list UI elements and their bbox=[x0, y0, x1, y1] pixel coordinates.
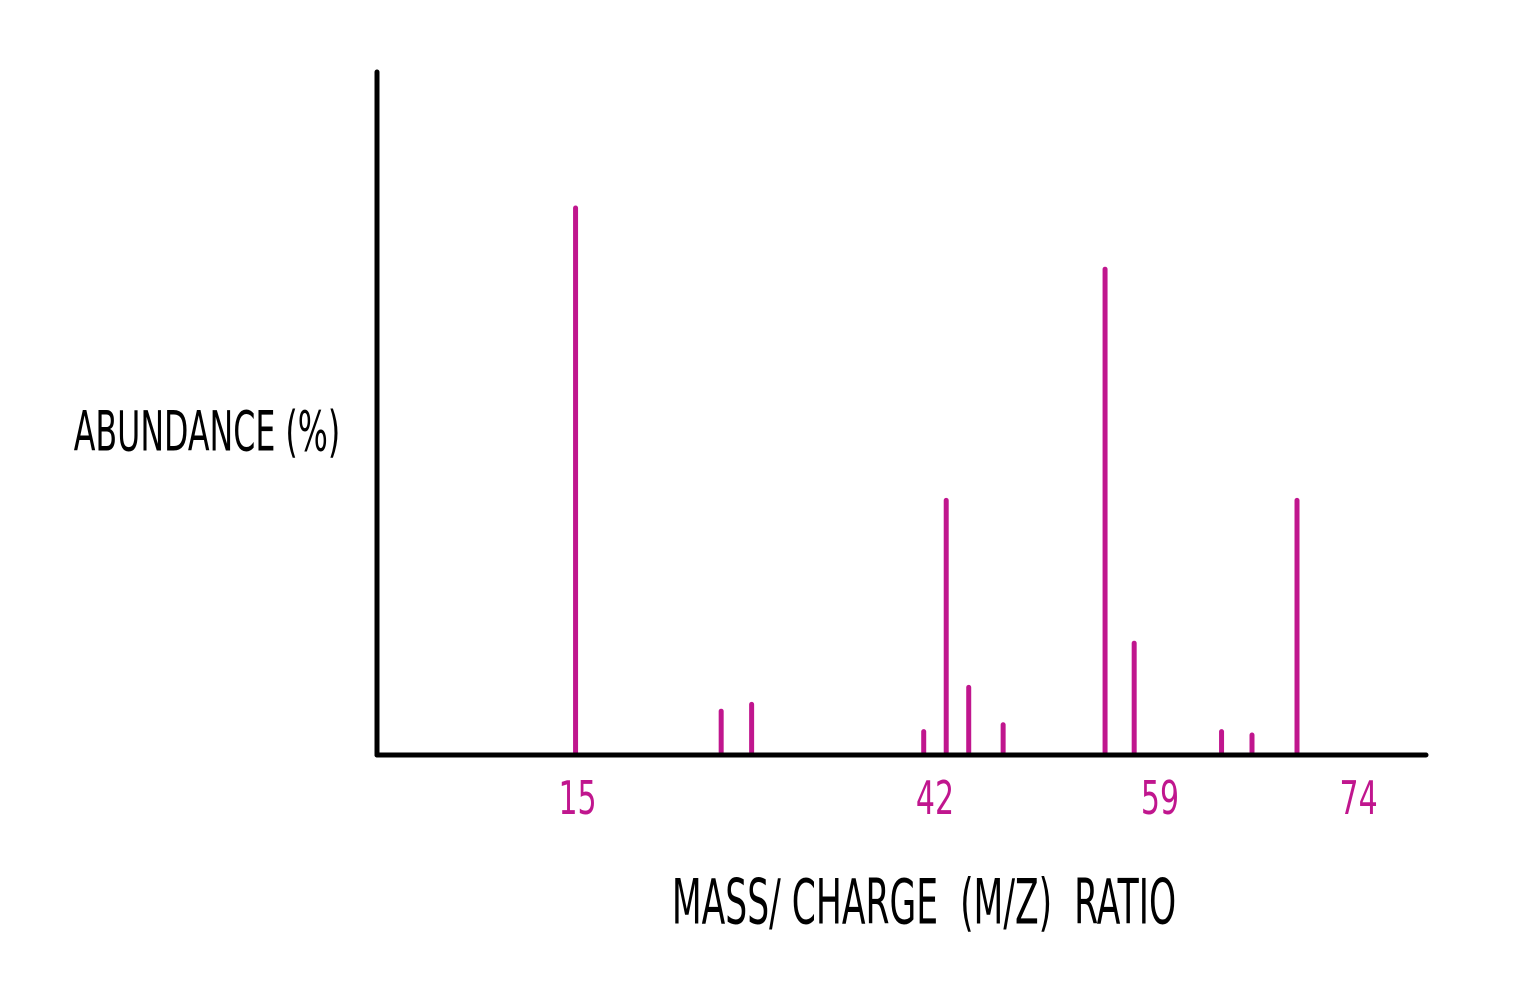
y-axis-title: ABUNDANCE (%) bbox=[74, 399, 340, 464]
x-tick-label-42: 42 bbox=[916, 772, 954, 825]
x-tick-label-59: 59 bbox=[1141, 772, 1179, 825]
x-axis-title: MASS/ CHARGE (M/Z) RATIO bbox=[672, 865, 1176, 938]
x-tick-label-74: 74 bbox=[1339, 772, 1377, 825]
peaks-group bbox=[573, 205, 1300, 755]
x-tick-labels: 15 42 59 74 bbox=[558, 772, 1377, 825]
x-tick-label-15: 15 bbox=[558, 772, 596, 825]
